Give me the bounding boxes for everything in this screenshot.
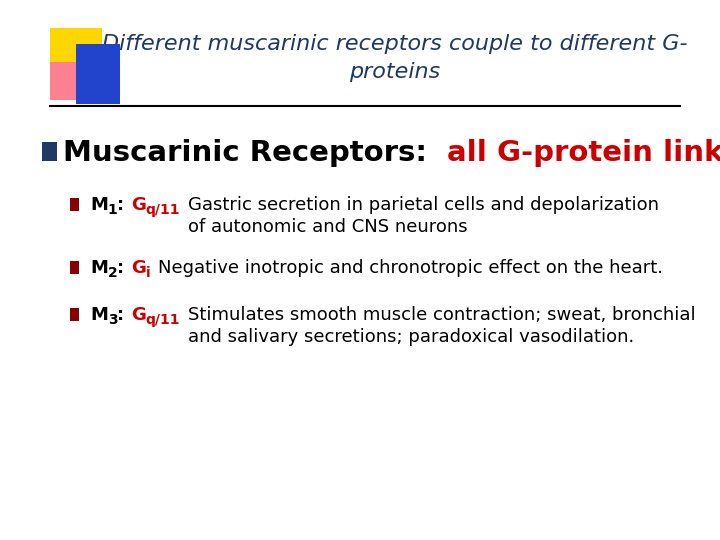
Text: q/11: q/11 [145,313,180,327]
Text: G: G [131,306,145,324]
Text: :: : [117,259,124,277]
Text: M: M [90,306,108,324]
Bar [70,198,79,211]
Text: q/11: q/11 [145,313,180,327]
Text: of autonomic and CNS neurons: of autonomic and CNS neurons [188,218,468,236]
Text: q/11: q/11 [145,203,180,217]
Bar [70,308,79,321]
Text: Stimulates smooth muscle contraction; sweat, bronchial: Stimulates smooth muscle contraction; sw… [188,306,696,324]
Text: Different muscarinic receptors couple to different G-
proteins: Different muscarinic receptors couple to… [102,34,688,82]
Text: 3: 3 [108,313,117,327]
Text: :: : [117,196,124,214]
Text: G: G [131,259,145,277]
Text: and salivary secretions; paradoxical vasodilation.: and salivary secretions; paradoxical vas… [188,328,634,346]
Text: Gastric secretion in parietal cells and depolarization: Gastric secretion in parietal cells and … [188,196,660,214]
Text: q/11: q/11 [145,203,180,217]
Text: M: M [90,196,108,214]
Bar [50,28,102,80]
Text: i: i [145,266,150,280]
Text: M: M [90,259,108,277]
Text: i: i [145,266,150,280]
Text: G: G [131,196,145,214]
Bar [70,261,79,274]
Bar [76,44,120,104]
Text: Negative inotropic and chronotropic effect on the heart.: Negative inotropic and chronotropic effe… [158,259,663,277]
Text: all G-protein linked: all G-protein linked [447,139,720,167]
Bar [42,142,57,161]
Text: Muscarinic Receptors:: Muscarinic Receptors: [63,139,447,167]
Text: 2: 2 [108,266,117,280]
Bar [50,62,88,100]
Text: 1: 1 [108,203,117,217]
Text: :: : [117,306,124,324]
